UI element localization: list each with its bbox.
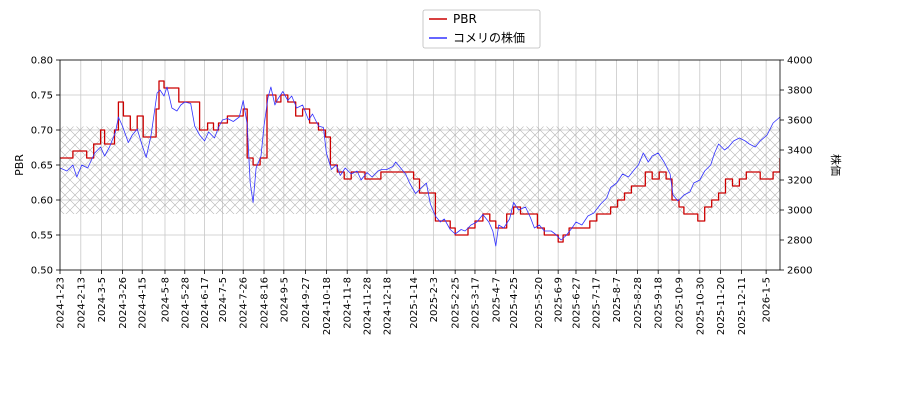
x-tick-label: 2025-4-25	[509, 277, 520, 329]
left-tick-label: 0.70	[31, 126, 53, 137]
left-tick-label: 0.80	[31, 56, 53, 67]
x-tick-label: 2025-3-17	[470, 277, 481, 329]
right-tick-label: 4000	[787, 56, 812, 67]
x-tick-label: 2024-3-26	[118, 277, 129, 329]
x-tick-label: 2025-10-9	[674, 277, 685, 329]
x-tick-label: 2025-6-27	[571, 277, 582, 329]
x-tick-label: 2025-8-7	[612, 277, 623, 322]
x-tick-label: 2025-5-20	[534, 277, 545, 329]
x-tick-label: 2025-6-9	[554, 277, 565, 322]
left-axis-title: PBR	[13, 154, 26, 176]
x-tick-label: 2025-2-3	[429, 277, 440, 322]
x-tick-label: 2024-10-18	[322, 277, 333, 335]
x-tick-label: 2025-4-7	[491, 277, 502, 322]
x-tick-label: 2024-9-27	[301, 277, 312, 329]
right-tick-label: 3600	[787, 116, 812, 127]
x-tick-label: 2024-4-15	[138, 277, 149, 329]
x-tick-label: 2024-7-5	[218, 277, 229, 322]
x-tick-label: 2024-2-13	[76, 277, 87, 329]
left-tick-label: 0.75	[31, 91, 53, 102]
x-tick-label: 2024-9-5	[279, 277, 290, 322]
legend-label-price: コメリの株価	[453, 30, 525, 45]
x-tick-label: 2024-8-16	[260, 277, 271, 329]
pbr-range-band	[60, 126, 780, 214]
x-tick-label: 2024-11-8	[343, 277, 354, 329]
left-axis: 0.50 0.55 0.60 0.65 0.70 0.75 0.80	[31, 56, 60, 277]
x-tick-label: 2024-11-28	[363, 277, 374, 335]
right-tick-label: 2800	[787, 236, 812, 247]
price-series-line	[60, 86, 780, 247]
x-tick-label: 2024-7-26	[239, 277, 250, 329]
x-tick-label: 2025-2-25	[451, 277, 462, 329]
x-tick-label: 2024-5-8	[160, 277, 171, 322]
right-axis: 2600 2800 3000 3200 3400 3600 3800 4000	[780, 56, 812, 277]
x-tick-label: 2025-9-18	[654, 277, 665, 329]
x-tick-label: 2025-11-20	[716, 277, 727, 335]
x-tick-label: 2025-10-30	[695, 277, 706, 335]
x-tick-label: 2024-3-5	[97, 277, 108, 322]
left-tick-label: 0.65	[31, 161, 53, 172]
x-axis: 2024-1-23 2024-2-13 2024-3-5 2024-3-26 2024-…	[56, 270, 773, 335]
x-tick-label: 2024-1-23	[56, 277, 67, 329]
right-tick-label: 3000	[787, 206, 812, 217]
right-axis-title: 株価	[829, 154, 843, 176]
x-tick-label: 2025-8-28	[633, 277, 644, 329]
left-tick-label: 0.60	[31, 196, 53, 207]
right-tick-label: 3400	[787, 146, 812, 157]
legend-label-pbr: PBR	[453, 12, 477, 26]
x-tick-label: 2025-12-11	[737, 277, 748, 335]
pbr-series-line	[60, 80, 780, 243]
x-tick-label: 2026-1-5	[762, 277, 773, 322]
x-tick-label: 2024-12-18	[382, 277, 393, 335]
x-tick-label: 2024-6-17	[200, 277, 211, 329]
right-tick-label: 3800	[787, 86, 812, 97]
legend: PBR コメリの株価	[422, 9, 541, 49]
right-tick-label: 3200	[787, 176, 812, 187]
x-tick-label: 2025-7-17	[591, 277, 602, 329]
left-tick-label: 0.55	[31, 231, 53, 242]
series-layer	[60, 80, 780, 247]
legend-box	[422, 9, 541, 49]
right-tick-label: 2600	[787, 266, 812, 277]
x-tick-label: 2025-1-14	[409, 277, 420, 329]
left-tick-label: 0.50	[31, 266, 53, 277]
x-tick-label: 2024-5-28	[180, 277, 191, 329]
